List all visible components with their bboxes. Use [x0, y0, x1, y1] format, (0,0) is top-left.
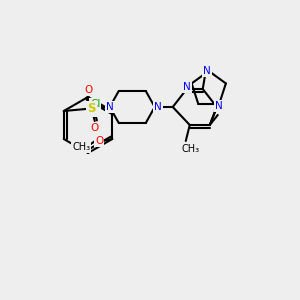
- Text: N: N: [215, 101, 223, 111]
- Text: N: N: [154, 102, 162, 112]
- Text: N: N: [183, 82, 190, 92]
- Text: S: S: [88, 103, 96, 116]
- Text: N: N: [203, 66, 211, 76]
- Text: O: O: [85, 85, 93, 95]
- Text: Cl: Cl: [90, 99, 101, 109]
- Text: O: O: [95, 136, 103, 146]
- Text: N: N: [106, 102, 114, 112]
- Text: O: O: [91, 123, 99, 133]
- Text: CH₃: CH₃: [182, 144, 200, 154]
- Text: CH₃: CH₃: [72, 142, 90, 152]
